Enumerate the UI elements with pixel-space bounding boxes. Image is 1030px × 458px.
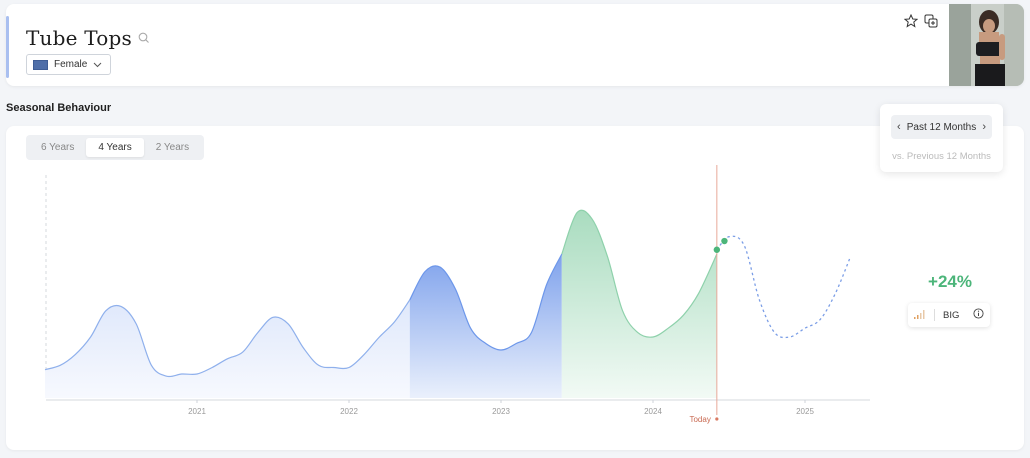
header-accent — [6, 16, 9, 78]
x-tick-label: 2022 — [340, 407, 358, 416]
header-actions — [904, 14, 938, 28]
current-period-area — [561, 210, 717, 398]
today-dot — [715, 417, 719, 421]
signal-icon — [914, 309, 926, 322]
gender-select-value: Female — [54, 59, 88, 70]
x-tick-label: 2021 — [188, 407, 206, 416]
period-card: ‹ Past 12 Months › vs. Previous 12 Month… — [880, 104, 1003, 172]
growth-value: +24% — [928, 272, 972, 291]
forecast-marker — [713, 246, 721, 253]
chevron-down-icon — [93, 62, 102, 68]
today-label: Today — [689, 415, 710, 424]
title-row: Tube Tops — [26, 26, 150, 50]
section-title: Seasonal Behaviour — [6, 102, 112, 114]
tab-2-years[interactable]: 2 Years — [155, 142, 190, 153]
forecast-line — [716, 235, 852, 339]
period-label: Past 12 Months — [906, 121, 977, 133]
tab-6-years[interactable]: 6 Years — [41, 142, 75, 153]
chevron-left-icon[interactable]: ‹ — [897, 121, 901, 133]
current-period-line — [561, 209, 718, 338]
forecast-marker — [721, 237, 728, 245]
size-badge[interactable]: BIG — [908, 303, 990, 327]
tab-4-years[interactable]: 4 Years — [86, 138, 144, 157]
chevron-right-icon[interactable]: › — [982, 121, 986, 133]
x-tick-label: 2024 — [644, 407, 662, 416]
product-thumbnail[interactable] — [949, 4, 1024, 86]
header-card: Tube Tops Female — [6, 4, 1024, 86]
search-icon[interactable] — [138, 32, 150, 44]
size-label: BIG — [943, 309, 960, 321]
badge-divider — [934, 309, 935, 321]
page-title: Tube Tops — [26, 26, 132, 50]
history-line — [44, 299, 411, 378]
x-tick-label: 2023 — [492, 407, 510, 416]
range-tabs: 6 Years 4 Years 2 Years — [26, 135, 205, 160]
previous-period-area — [409, 254, 562, 398]
flag-icon — [33, 59, 48, 70]
x-tick-label: 2025 — [796, 407, 814, 416]
period-selector[interactable]: ‹ Past 12 Months › — [891, 115, 992, 139]
compare-icon[interactable] — [924, 14, 938, 28]
gender-select[interactable]: Female — [26, 54, 112, 75]
compare-label: vs. Previous 12 Months — [892, 151, 991, 162]
history-area — [45, 299, 410, 398]
previous-period-line — [409, 253, 563, 351]
info-icon[interactable] — [973, 308, 984, 322]
star-icon[interactable] — [904, 14, 918, 28]
